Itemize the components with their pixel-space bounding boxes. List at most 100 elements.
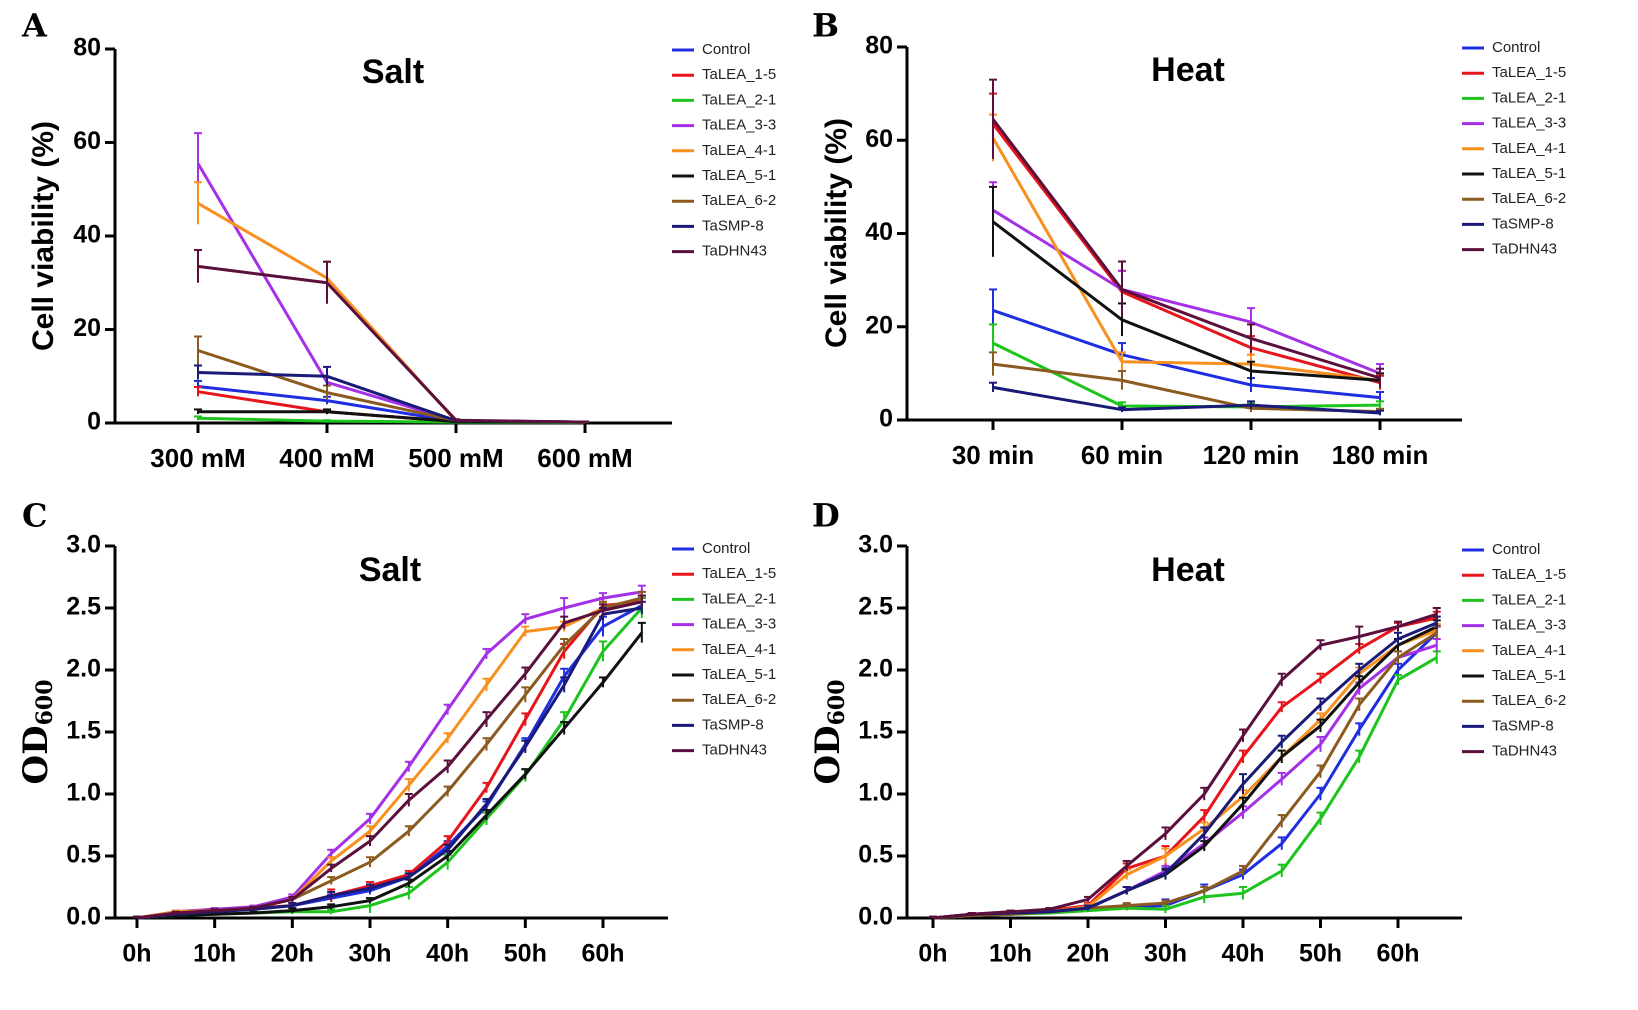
y-tick-label: 60 <box>865 125 893 153</box>
y-tick-label: 1.0 <box>858 779 893 807</box>
legend-label: TaLEA_2-1 <box>702 590 776 607</box>
x-tick-label: 0h <box>122 940 151 968</box>
legend-item-talea-1-5: TaLEA_1-5 <box>1462 64 1566 81</box>
legend-item-talea-2-1: TaLEA_2-1 <box>672 590 776 607</box>
series-talea-2-1 <box>929 650 1441 920</box>
series-line <box>992 220 1381 382</box>
x-tick-label: 60 min <box>1081 440 1163 470</box>
legend-item-talea-3-3: TaLEA_3-3 <box>672 616 776 633</box>
x-tick-label: 600 mM <box>537 443 632 473</box>
series-tadhn43 <box>929 607 1441 920</box>
series-line <box>992 385 1381 415</box>
series-line <box>932 612 1438 920</box>
x-tick-label: 0h <box>918 940 947 968</box>
y-tick-label: 0 <box>87 408 101 436</box>
y-tick-label: 60 <box>73 127 101 155</box>
x-tick-label: 300 mM <box>150 443 245 473</box>
y-tick-label: 20 <box>73 314 101 342</box>
legend-item-talea-6-2: TaLEA_6-2 <box>1462 692 1566 709</box>
series-line <box>197 264 586 424</box>
chart-title: Heat <box>1151 551 1225 589</box>
legend-item-tasmp-8: TaSMP-8 <box>672 716 764 733</box>
panel-a: A Salt Cell viability (%) 0 20 40 60 80 300 mM 40… <box>21 7 776 473</box>
series-line <box>136 600 643 920</box>
legend: Control TaLEA_1-5 TaLEA_2-1 TaLEA_3-3 TaLEA_… <box>672 41 776 260</box>
series-line <box>932 643 1438 920</box>
x-tick-label: 30h <box>348 940 391 968</box>
legend-item-talea-3-3: TaLEA_3-3 <box>672 117 776 134</box>
legend-item-tadhn43: TaDHN43 <box>1462 743 1557 760</box>
x-tick-label: 50h <box>1299 940 1342 968</box>
series-line <box>991 122 1381 385</box>
legend-label: TaLEA_4-1 <box>1492 642 1566 659</box>
y-tick-label: 40 <box>73 221 101 249</box>
legend-label: TaSMP-8 <box>1492 717 1554 734</box>
legend-item-talea-5-1: TaLEA_5-1 <box>672 167 776 184</box>
x-tick-label: 30 min <box>952 440 1034 470</box>
legend-item-talea-6-2: TaLEA_6-2 <box>1462 190 1566 207</box>
x-tick-label: 500 mM <box>408 443 503 473</box>
y-tick-label: 2.0 <box>66 655 101 683</box>
legend-label: Control <box>1492 39 1540 56</box>
series-talea-1-5 <box>133 594 646 920</box>
series-line <box>136 596 643 920</box>
x-tick-label: 40h <box>426 940 469 968</box>
legend-label: Control <box>702 540 750 557</box>
legend-label: TaSMP-8 <box>702 217 764 234</box>
x-tick-label: 10h <box>193 940 236 968</box>
legend-label: Control <box>702 41 750 58</box>
y-tick-label: 0 <box>879 405 893 433</box>
series-line <box>197 202 586 424</box>
series-tasmp-8 <box>989 381 1384 416</box>
legend-label: TaLEA_1-5 <box>1492 64 1566 81</box>
panel-d: D Heat OD600 0.0 0.5 1.0 1.5 2.0 2.5 3.0 0h 10h 20h 3… <box>808 497 1566 968</box>
x-tick-label: 40h <box>1221 940 1264 968</box>
legend-label: TaLEA_6-2 <box>1492 692 1566 709</box>
legend-item-control: Control <box>672 41 750 58</box>
legend-label: Control <box>1492 541 1540 558</box>
series-talea-1-5 <box>929 610 1441 920</box>
y-tick-label: 1.5 <box>858 717 893 745</box>
legend-label: TaDHN43 <box>702 742 767 759</box>
x-tick-label: 400 mM <box>279 443 374 473</box>
panel-c: C Salt OD600 0.0 0.5 1.0 1.5 2.0 2.5 3.0 0h 10h 20h 3… <box>16 497 776 968</box>
legend-label: TaLEA_4-1 <box>1492 140 1566 157</box>
legend-label: TaSMP-8 <box>702 716 764 733</box>
legend-item-control: Control <box>1462 39 1540 56</box>
legend-item-talea-5-1: TaLEA_5-1 <box>1462 667 1566 684</box>
series-tadhn43 <box>133 594 646 920</box>
series-tadhn43 <box>989 78 1384 388</box>
legend-label: TaLEA_3-3 <box>702 117 776 134</box>
y-axis-label-subscript: 600 <box>824 679 850 725</box>
chart-title: Heat <box>1151 51 1225 89</box>
legend-item-talea-2-1: TaLEA_2-1 <box>1462 89 1566 106</box>
y-tick-label: 3.0 <box>66 531 101 559</box>
x-tick-label: 60h <box>581 940 624 968</box>
series-line <box>136 596 643 920</box>
legend-item-tadhn43: TaDHN43 <box>672 243 767 260</box>
legend-item-tadhn43: TaDHN43 <box>1462 241 1557 258</box>
series-talea-4-1 <box>929 623 1441 920</box>
x-tick-label: 10h <box>989 940 1032 968</box>
series-tasmp-8 <box>133 600 646 920</box>
series-line <box>991 118 1381 380</box>
series-line <box>932 621 1438 920</box>
series-talea-3-3 <box>989 181 1384 383</box>
y-tick-label: 20 <box>865 311 893 339</box>
x-tick-label: 180 min <box>1332 440 1429 470</box>
series-line <box>136 600 642 920</box>
series-tadhn43 <box>194 249 589 424</box>
legend-item-control: Control <box>672 540 750 557</box>
x-tick-label: 20h <box>271 940 314 968</box>
series-talea-6-2 <box>133 590 646 920</box>
legend-item-tadhn43: TaDHN43 <box>672 742 767 759</box>
series-line <box>136 606 643 920</box>
series-line <box>136 604 643 920</box>
series-line <box>136 631 643 920</box>
legend: Control TaLEA_1-5 TaLEA_2-1 TaLEA_3-3 TaLEA_… <box>1462 39 1566 258</box>
legend-item-tasmp-8: TaSMP-8 <box>672 217 764 234</box>
x-tick-label: 50h <box>504 940 547 968</box>
x-tick-label: 20h <box>1066 940 1109 968</box>
legend-item-talea-4-1: TaLEA_4-1 <box>1462 140 1566 157</box>
legend-label: TaDHN43 <box>702 243 767 260</box>
